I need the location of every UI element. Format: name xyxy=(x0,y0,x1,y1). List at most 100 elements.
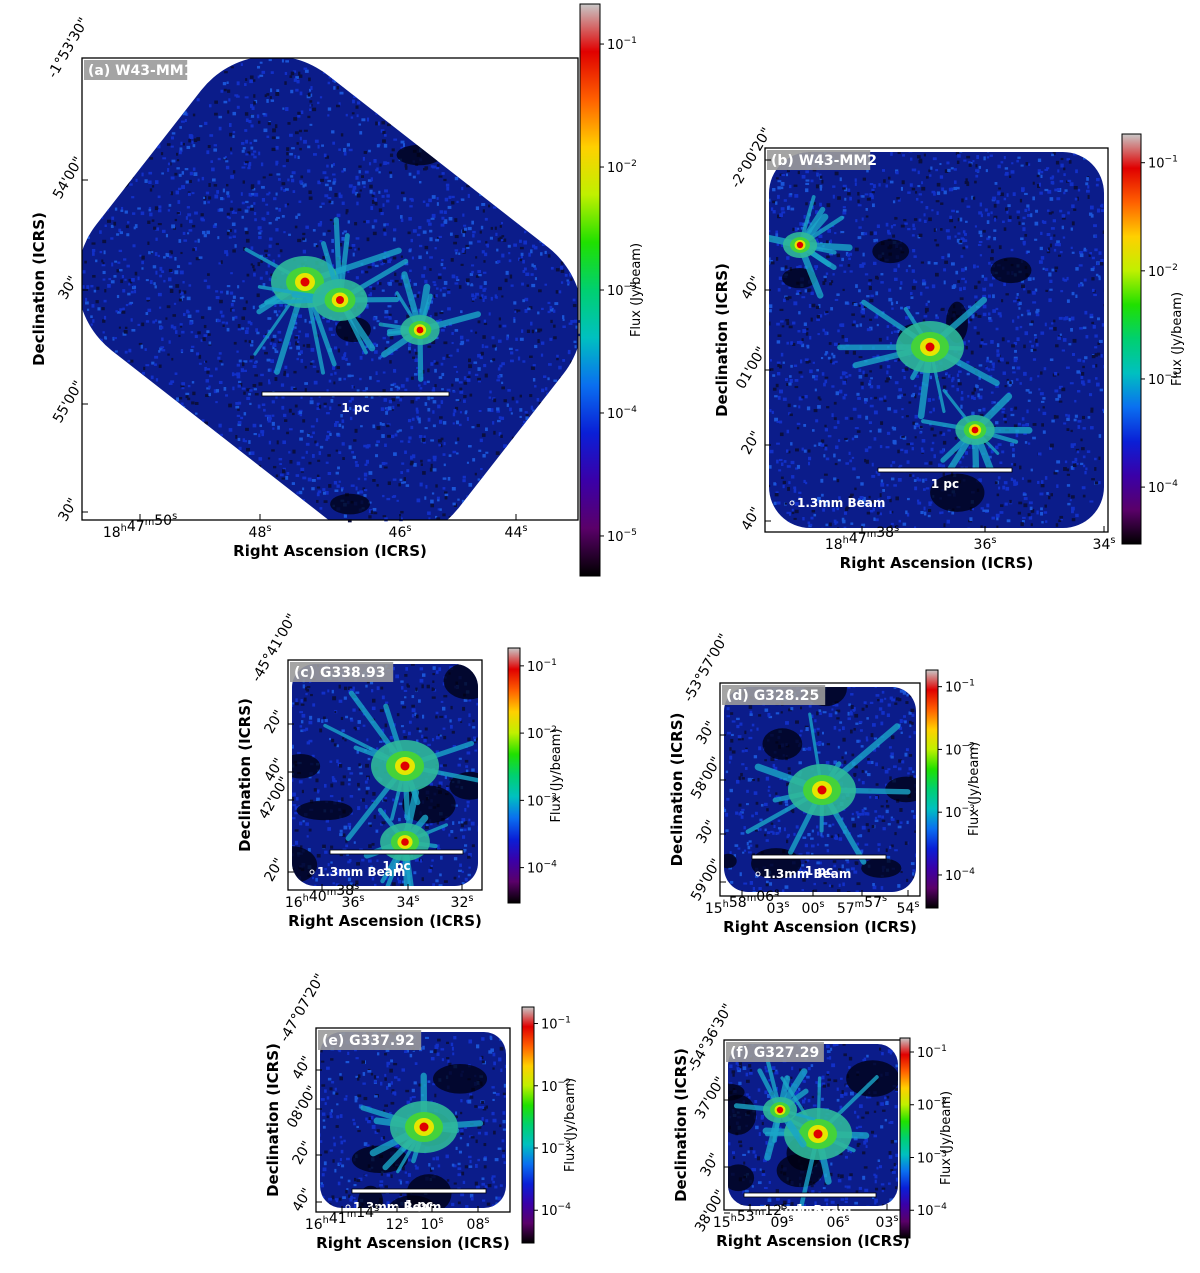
beam-ellipse xyxy=(89,485,95,491)
axes-frame xyxy=(764,147,1109,533)
panel-title: (d) G328.25 xyxy=(726,688,819,704)
dec-tick-label: 30" xyxy=(698,1150,724,1179)
colorbar-tick-label: 10−5 xyxy=(607,528,637,545)
panel-f: (f) G327.291 pc1.3mm Beam-54°36'30"37'00… xyxy=(672,1001,954,1250)
y-axis-label: Declination (ICRS) xyxy=(30,212,48,366)
panel-label: (b) W43-MM2 xyxy=(767,150,877,170)
panel-e: (e) G337.921 pc1.3mm Beam-47°07'20"40"08… xyxy=(264,971,578,1252)
ra-tick-label: 12s xyxy=(386,1215,409,1233)
colorbar-tick-label: 10−1 xyxy=(917,1044,947,1061)
beam-label: 1.3mm Beam xyxy=(317,865,405,879)
scale-bar-label: 1 pc xyxy=(805,864,833,878)
beam-ellipse xyxy=(345,1204,351,1210)
x-axis-label: Right Ascension (ICRS) xyxy=(316,1234,510,1252)
ra-tick-label: 16h40m38s xyxy=(285,881,359,911)
colorbar xyxy=(1121,133,1142,545)
ra-tick-label: 44s xyxy=(505,523,528,541)
colorbar-tick-label: 10−3 xyxy=(527,792,557,809)
ra-tick-label: 36s xyxy=(342,893,365,911)
ra-tick-label: 09s xyxy=(771,1213,794,1231)
scale-bar xyxy=(261,391,450,397)
dec-tick-label: 30" xyxy=(694,718,720,747)
colorbar-tick-label: 10−2 xyxy=(527,725,557,742)
beam-ellipse xyxy=(755,1207,761,1213)
axes-frame xyxy=(287,659,483,891)
ra-tick-label: 18h47m50s xyxy=(103,511,177,541)
colorbar-label: Flux (Jy/beam) xyxy=(1170,292,1185,386)
dec-tick-label: 30" xyxy=(694,817,720,846)
panel-title: (c) G338.93 xyxy=(294,665,386,681)
colorbar-tick-label: 10−2 xyxy=(1148,263,1178,280)
colorbar-tick-label: 10−3 xyxy=(917,1149,947,1166)
colorbar xyxy=(579,3,601,577)
scale-bar xyxy=(877,467,1013,473)
scale-bar-label: 1 pc xyxy=(405,1198,433,1212)
dec-tick-label: 40" xyxy=(290,1053,316,1082)
axes-frame xyxy=(719,682,921,897)
colorbar-label: Flux (Jy/beam) xyxy=(549,728,564,822)
colorbar-tick-label: 10−1 xyxy=(1148,155,1178,172)
dec-tick-label: 40" xyxy=(739,273,765,302)
scale-bar-label: 1 pc xyxy=(796,1202,824,1216)
panel-title: (e) G337.92 xyxy=(322,1033,415,1049)
beam-label: 1.3mm Beam xyxy=(797,496,885,510)
colorbar-tick-label: 10−4 xyxy=(945,867,975,884)
beam-ellipse xyxy=(789,500,795,506)
colorbar-tick-label: 10−4 xyxy=(1148,479,1178,496)
x-axis-label: Right Ascension (ICRS) xyxy=(723,918,917,936)
ra-tick-label: 34s xyxy=(397,893,420,911)
panel-title: (f) G327.29 xyxy=(730,1045,819,1061)
emission-map xyxy=(82,58,582,524)
scale-bar-label: 1 pc xyxy=(341,401,369,415)
dec-tick-label: 20" xyxy=(290,1138,316,1167)
dec-tick-label: 40" xyxy=(739,504,765,533)
x-axis-label: Right Ascension (ICRS) xyxy=(233,542,427,560)
panel-label: (a) W43-MM1 xyxy=(84,60,193,80)
colorbar-tick-label: 10−2 xyxy=(917,1097,947,1114)
ra-tick-label: 15h53m12s xyxy=(713,1201,787,1231)
dec-tick-label: 30" xyxy=(56,273,82,302)
panel-label: (e) G337.92 xyxy=(318,1030,422,1050)
panel-c: (c) G338.931 pc1.3mm Beam-45°41'00"20"40… xyxy=(236,611,564,930)
colorbar-tick-label: 10−1 xyxy=(607,36,637,53)
colorbar xyxy=(507,647,521,904)
colorbar-tick-label: 10−4 xyxy=(607,405,637,422)
dec-tick-label: 40" xyxy=(290,1185,316,1214)
colorbar-label: Flux (Jy/beam) xyxy=(967,742,982,836)
ra-tick-label: 15h58m06s xyxy=(705,887,779,917)
ra-tick-label: 16h41m14s xyxy=(305,1203,379,1233)
scale-bar-label: 1 pc xyxy=(931,477,959,491)
ra-tick-label: 06s xyxy=(827,1213,850,1231)
beam-label: 1.3mm Beam xyxy=(763,867,851,881)
scale-bar xyxy=(329,849,464,855)
beam-label: 1.3mm Beam xyxy=(763,1203,851,1217)
panel-title: (a) W43-MM1 xyxy=(88,63,193,79)
ra-tick-label: 34s xyxy=(1093,535,1116,553)
ra-tick-label: 18h47m38s xyxy=(825,523,899,553)
ra-tick-label: 46s xyxy=(389,523,412,541)
emission-map xyxy=(292,664,478,886)
y-axis-label: Declination (ICRS) xyxy=(668,713,686,867)
panel-label: (f) G327.29 xyxy=(726,1042,824,1062)
emission-map xyxy=(728,1044,898,1206)
colorbar-tick-label: 10−1 xyxy=(945,679,975,696)
scale-bar xyxy=(351,1188,487,1194)
y-axis-label: Declination (ICRS) xyxy=(713,263,731,417)
panel-label: (c) G338.93 xyxy=(290,662,394,682)
ra-tick-label: 54s xyxy=(897,899,920,917)
colorbar-tick-label: 10−4 xyxy=(527,860,557,877)
ra-tick-label: 57m57s xyxy=(837,893,887,917)
ra-tick-label: 03s xyxy=(876,1213,899,1231)
colorbar xyxy=(521,1006,535,1244)
beam-ellipse xyxy=(309,869,315,875)
y-axis-label: Declination (ICRS) xyxy=(264,1043,282,1197)
colorbar-tick-label: 10−4 xyxy=(541,1202,571,1219)
ra-tick-label: 48s xyxy=(249,523,272,541)
colorbar xyxy=(899,1037,911,1239)
beam-label: 1.3mm Beam xyxy=(97,481,185,495)
emission-map xyxy=(320,1032,506,1208)
y-axis-label: Declination (ICRS) xyxy=(236,698,254,852)
colorbar-tick-label: 10−4 xyxy=(917,1202,947,1219)
